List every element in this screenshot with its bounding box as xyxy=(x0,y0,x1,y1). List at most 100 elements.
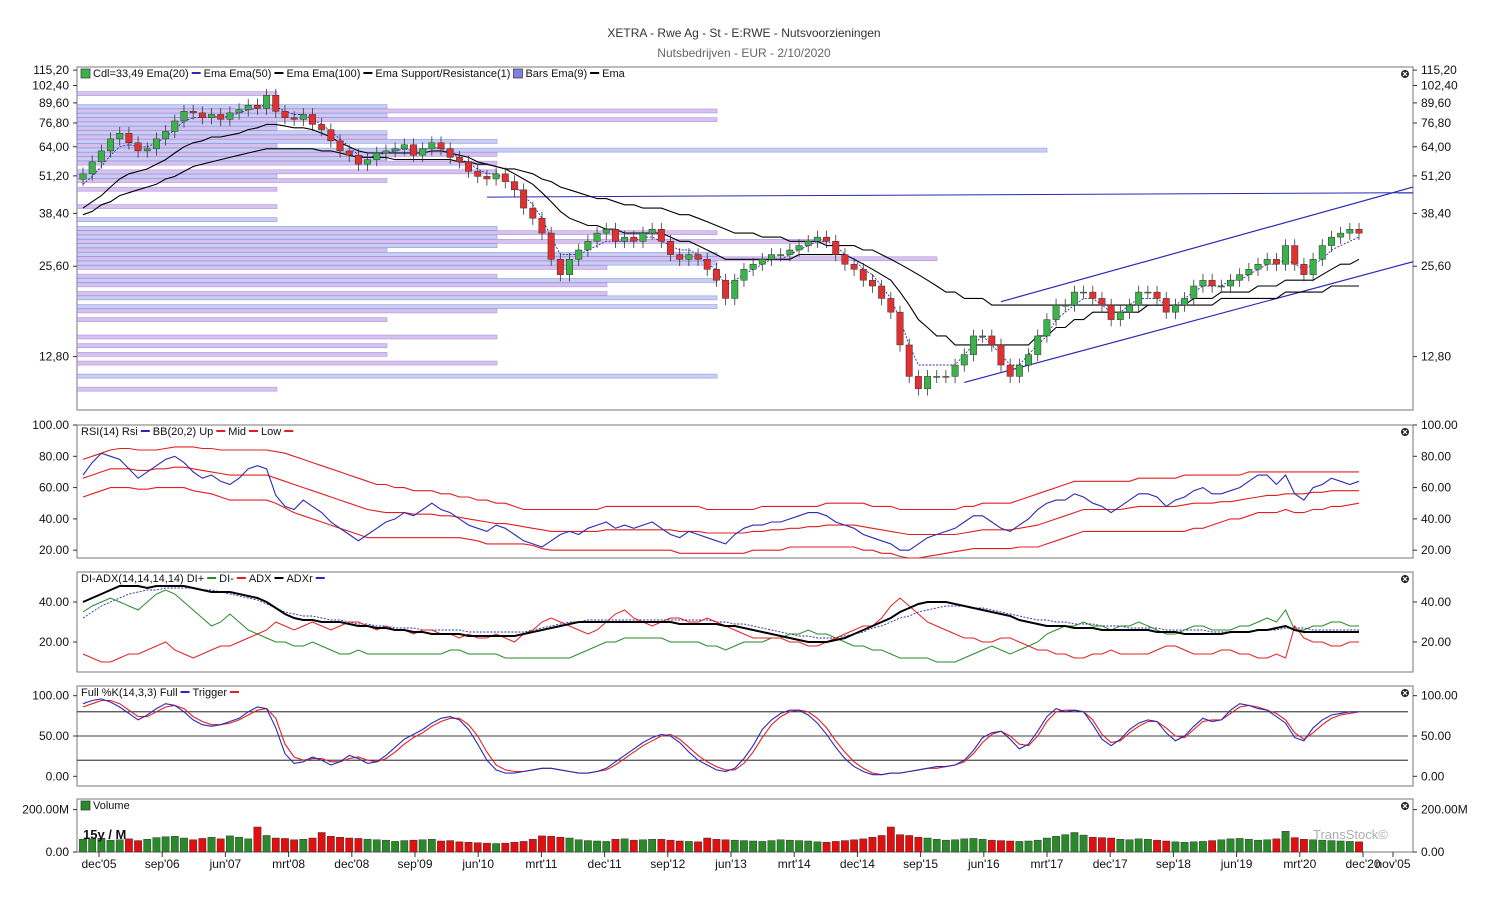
legend-label: Full xyxy=(160,687,178,699)
legend-label: DI+ xyxy=(187,573,204,585)
volume-bar xyxy=(363,839,372,853)
volume-bar xyxy=(611,839,620,853)
candle-body xyxy=(1254,263,1262,270)
volume-bar xyxy=(914,836,923,853)
legend-label: Ema(20) xyxy=(146,68,188,80)
volume-bar xyxy=(1281,831,1290,853)
volume-bar xyxy=(1254,839,1262,853)
candle-body xyxy=(529,207,537,219)
candle-body xyxy=(107,138,115,152)
y-tick-left: 200.00M xyxy=(22,803,69,817)
panel-rsi xyxy=(76,424,1414,559)
volume-bar xyxy=(372,839,381,853)
volume-bar xyxy=(1061,834,1070,853)
legend-label: BB(20,2) xyxy=(153,426,196,438)
volume-bar xyxy=(859,838,868,853)
candle-body xyxy=(823,236,831,242)
volume-bar xyxy=(1336,840,1345,853)
volume-bar xyxy=(1088,836,1097,853)
candle-body xyxy=(1144,291,1152,294)
watermark: TransStock© xyxy=(1313,827,1388,842)
candle-body xyxy=(1181,298,1189,306)
profile-bar xyxy=(76,308,498,314)
candle-body xyxy=(630,236,638,242)
candle-body xyxy=(611,228,619,242)
volume-bar xyxy=(758,841,767,853)
candle-body xyxy=(1015,364,1023,377)
candle-body xyxy=(740,269,748,281)
volume-bar xyxy=(1143,839,1152,853)
x-tick-label: jun'16 xyxy=(967,857,1000,871)
candle-body xyxy=(391,148,399,152)
volume-bar xyxy=(143,839,152,853)
candle-body xyxy=(244,104,252,111)
candle-body xyxy=(1282,245,1290,265)
candle-body xyxy=(410,144,417,156)
candle-body xyxy=(1116,311,1124,320)
volume-bar xyxy=(795,840,803,853)
x-tick-label: sep'18 xyxy=(1156,857,1191,871)
volume-bar xyxy=(409,839,418,853)
legend-label: Full %K(14,3,3) xyxy=(81,687,157,699)
x-axis: dec'05 sep'06 jun'07 mrt'08 dec'08 sep'09 jun'… xyxy=(82,852,1411,871)
y-tick-left: 102,40 xyxy=(32,78,69,92)
profile-bar xyxy=(76,295,718,301)
ema-50-line xyxy=(82,123,1360,346)
profile-bar xyxy=(76,139,498,144)
profile-bar xyxy=(76,239,828,244)
candle-body xyxy=(327,129,335,142)
volume-bar xyxy=(354,838,363,853)
candle-body xyxy=(1327,236,1335,246)
candle-body xyxy=(988,335,996,346)
volume-bar xyxy=(134,840,142,853)
rsi-line xyxy=(82,452,1360,551)
candle-body xyxy=(520,189,528,209)
candle-body xyxy=(1208,279,1216,287)
candle-body xyxy=(345,150,353,156)
volume-bar xyxy=(730,839,739,853)
candle-body xyxy=(1346,228,1354,234)
legend-label: Rsi xyxy=(122,426,138,438)
legend-label: DI- xyxy=(219,573,234,585)
x-tick-label: sep'06 xyxy=(145,857,180,871)
volume-bar xyxy=(1263,839,1272,853)
ema-100-line xyxy=(82,148,1359,306)
legend-label: Ema xyxy=(602,68,626,80)
volume-bar xyxy=(418,839,427,853)
y-tick-right: 50.00 xyxy=(1421,729,1451,743)
volume-bar xyxy=(1052,836,1060,853)
volume-bar xyxy=(694,841,702,853)
volume-bar xyxy=(1217,839,1226,853)
volume-bar xyxy=(400,840,409,853)
volume-bar xyxy=(1162,840,1171,853)
volume-bar xyxy=(721,839,730,853)
candle-body xyxy=(281,111,289,118)
candle-body xyxy=(446,148,454,158)
volume-bar xyxy=(464,842,473,853)
candle-body xyxy=(1337,232,1345,238)
volume-bar xyxy=(1024,840,1033,853)
volume-bar xyxy=(161,836,170,853)
volume-bar xyxy=(317,832,326,853)
volume-bar xyxy=(88,838,97,853)
y-tick-right: 115,20 xyxy=(1421,63,1457,77)
volume-bar xyxy=(804,840,813,853)
volume-bar xyxy=(574,839,583,853)
chart-subtitle: Nutsbedrijven - EUR - 2/10/2020 xyxy=(657,46,831,60)
candle-body xyxy=(373,152,381,160)
y-tick-left: 89,60 xyxy=(39,96,69,110)
candle-body xyxy=(143,148,151,152)
volume-bar xyxy=(813,841,822,853)
volume-bar xyxy=(244,838,253,853)
volume-bar xyxy=(1134,838,1143,853)
volume-bar xyxy=(180,837,188,853)
candle-body xyxy=(1309,259,1317,275)
volume-bar xyxy=(1006,840,1015,853)
candle-body xyxy=(1217,285,1225,288)
volume-bar xyxy=(997,840,1005,853)
y-tick-left: 0.00 xyxy=(46,845,70,859)
di-plus-line xyxy=(82,589,1359,663)
candle-body xyxy=(804,241,812,246)
